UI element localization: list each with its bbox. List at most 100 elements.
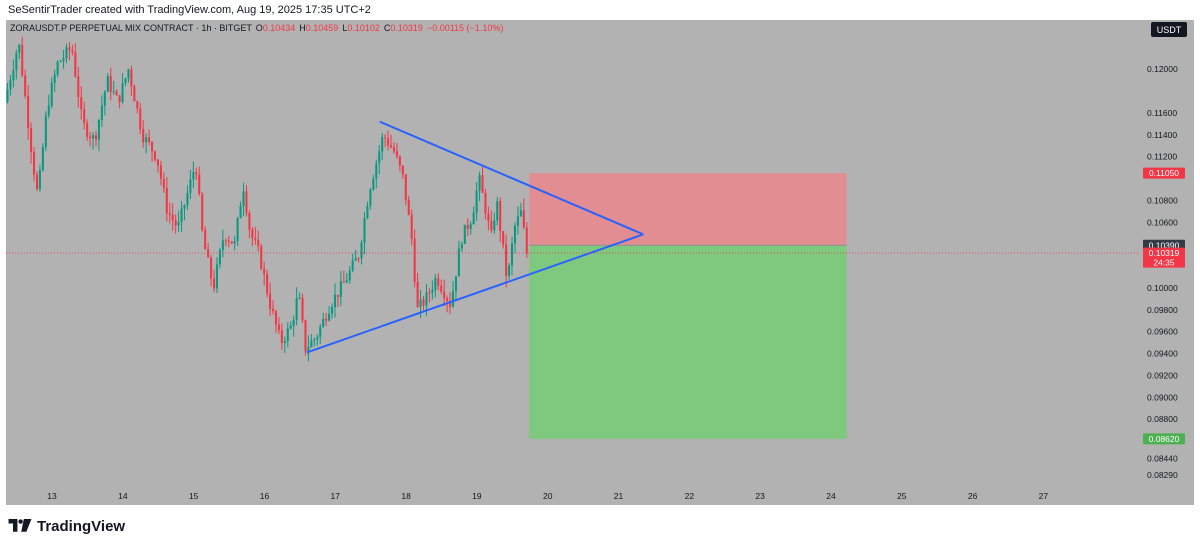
candle-body [472,212,475,225]
candle [109,67,112,101]
candle [106,72,109,92]
candle [195,167,198,181]
tradingview-logo[interactable]: TradingView [8,516,125,536]
candle-body [32,152,36,175]
candle [80,85,83,120]
candle [210,255,213,287]
candle-body [487,213,490,222]
candle-body [165,187,168,214]
candle [204,226,207,250]
candle-body [263,268,266,275]
candle-body [201,194,204,231]
candle-body [407,199,410,215]
candle [496,197,499,226]
candle-body [313,339,316,341]
x-tick-label: 23 [755,491,765,501]
y-tick-label: 0.08290 [1147,470,1178,480]
candle-body [162,178,165,188]
candle [227,235,230,248]
candle [236,216,239,246]
candle-body [233,241,236,244]
position-risk-zone [529,173,847,246]
candle [12,59,15,88]
candle-body [204,230,207,250]
candle [257,230,260,252]
x-tick-label: 25 [897,491,907,501]
y-tick-label: 0.10600 [1147,217,1178,227]
y-tick-label: 0.09200 [1147,370,1178,380]
candle [103,90,106,116]
candle [516,206,519,235]
candle [142,119,145,148]
candle [53,69,56,93]
y-tick-label: 0.09800 [1147,305,1178,315]
candle-body [395,151,398,157]
candle-body [156,159,159,166]
candle [366,201,369,220]
candle [493,212,496,234]
candle [410,209,413,246]
candle [357,256,360,263]
high-label: H [299,23,306,33]
candle-body [454,276,457,292]
candle-body [277,324,280,331]
candle-body [280,330,283,343]
candle-body [195,172,198,175]
candle [38,164,41,192]
candle-body [372,178,375,190]
price-chart[interactable]: 0.12000 0.11600 0.11400 0.11200 0.10800 0.106… [6,20,1194,505]
candle-body [251,229,254,239]
candle-body [425,292,428,306]
current-price-tag-bg [1143,247,1185,268]
candle-body [207,249,210,258]
candle [454,276,457,301]
candle-body [142,129,145,143]
candle-body [89,136,92,139]
candle [404,174,407,206]
candle [50,77,53,109]
candle [271,300,275,315]
candle [381,132,384,161]
candle [21,36,24,78]
candle-body [422,299,425,306]
y-tick-label: 0.09600 [1147,327,1178,337]
candle-body [35,174,39,190]
y-tick-label: 0.10000 [1147,283,1178,293]
currency-button[interactable] [1151,22,1187,37]
candle [428,287,431,303]
candle-body [271,308,275,312]
candle [283,336,286,353]
candle-body [192,172,195,180]
candle [192,161,195,189]
candle [260,243,263,271]
candle [475,182,478,221]
candle-body [24,75,27,97]
candle [133,84,136,102]
candle [68,42,71,61]
candle-body [56,61,59,75]
candle-body [103,91,106,106]
candle-body [115,91,118,96]
candle-body [44,115,47,148]
candle-body [525,227,528,254]
candle [487,206,490,231]
chart-area[interactable]: 0.12000 0.11600 0.11400 0.11200 0.10800 0.106… [6,20,1194,505]
candle [469,221,472,235]
candle-body [50,83,53,106]
candle-body [390,145,393,148]
candle-body [168,213,171,216]
candle-body [47,105,50,116]
x-tick-label: 14 [118,491,128,501]
candle-body [339,281,342,297]
chart-watermark: SeSentirTrader created with TradingView.… [8,4,371,16]
candle [44,111,47,152]
candle-body [189,179,192,194]
candle [92,132,95,150]
candle [94,130,98,147]
candle [280,323,283,350]
candle-body [30,127,33,153]
candle-body [59,60,62,62]
candle [505,234,508,288]
candle [124,77,127,87]
candle [186,185,189,210]
